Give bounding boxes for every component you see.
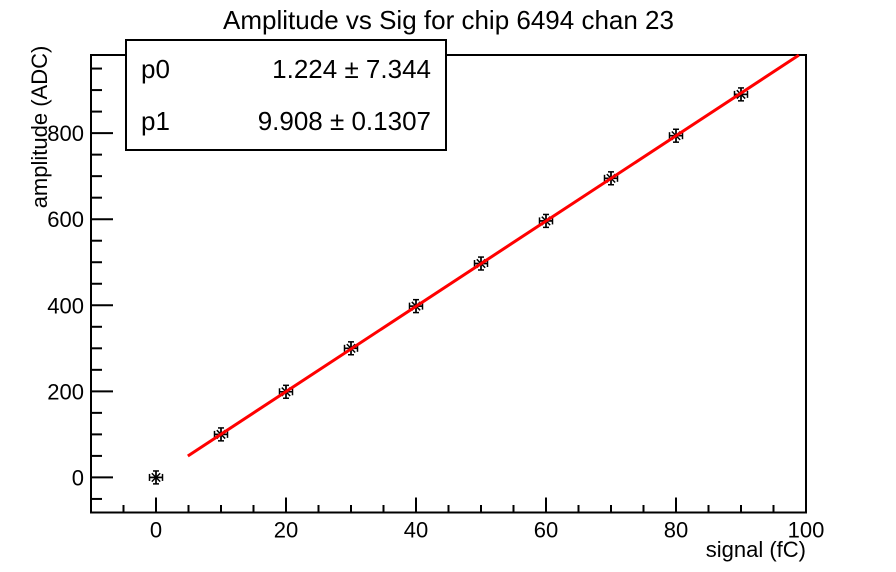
y-tick-label: 200 [47, 379, 84, 404]
x-tick-label: 100 [788, 518, 825, 543]
x-tick-label: 0 [150, 518, 162, 543]
fit-param-name: p1 [141, 105, 170, 136]
y-tick-label: 600 [47, 207, 84, 232]
x-tick-label: 20 [274, 518, 298, 543]
fit-line [187, 53, 800, 458]
fit-stats-box: p0 1.224 ± 7.344 p1 9.908 ± 0.1307 [125, 39, 447, 151]
fit-param-value: 1.224 ± 7.344 [272, 53, 431, 84]
x-tick-label: 80 [664, 518, 688, 543]
x-axis-title: signal (fC) [705, 537, 806, 562]
stats-row-p1: p1 9.908 ± 0.1307 [141, 106, 431, 137]
chart-title: Amplitude vs Sig for chip 6494 chan 23 [223, 5, 674, 35]
y-tick-label: 0 [72, 465, 84, 490]
stats-row-p0: p0 1.224 ± 7.344 [141, 54, 431, 85]
y-axis-title: amplitude (ADC) [27, 45, 52, 209]
data-point-marker [151, 472, 161, 483]
fit-param-name: p0 [141, 53, 170, 84]
x-tick-label: 60 [534, 518, 558, 543]
fit-param-value: 9.908 ± 0.1307 [257, 105, 431, 136]
y-tick-label: 800 [47, 121, 84, 146]
y-tick-label: 400 [47, 293, 84, 318]
x-tick-label: 40 [404, 518, 428, 543]
